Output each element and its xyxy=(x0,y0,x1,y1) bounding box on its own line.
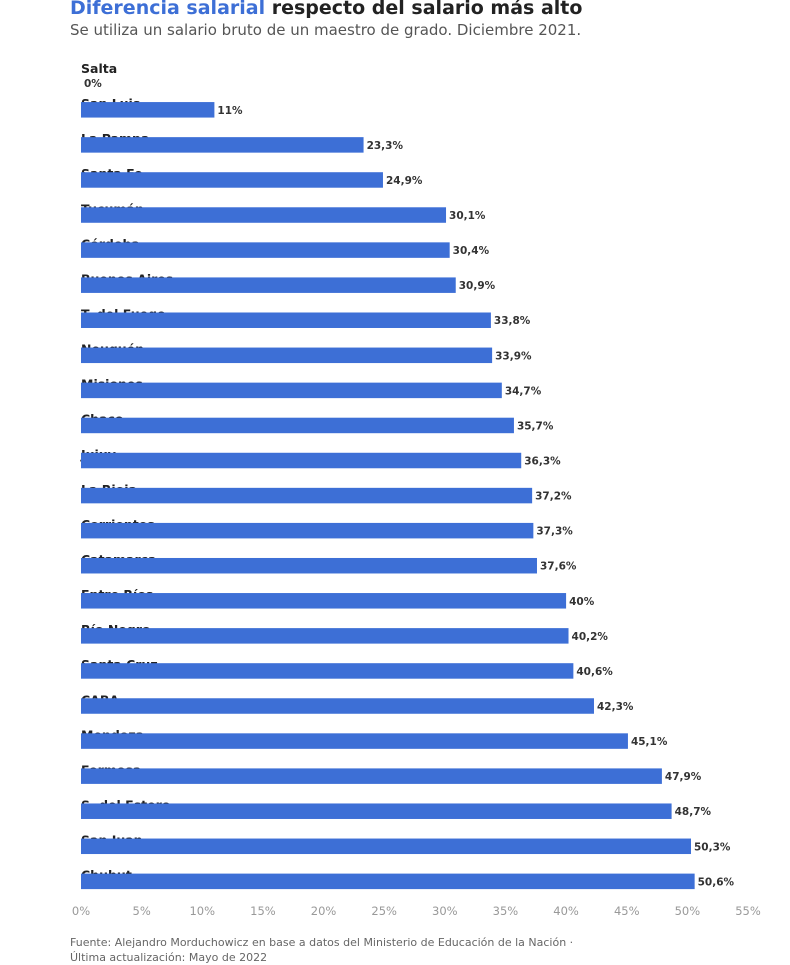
bar xyxy=(81,593,567,609)
data-label: 50,6% xyxy=(698,876,735,888)
data-label: 40% xyxy=(569,596,595,608)
chart-title-accent: Diferencia salarial xyxy=(70,0,266,19)
bar xyxy=(81,698,594,714)
data-label: 30,4% xyxy=(453,245,490,257)
data-label: 35,7% xyxy=(517,420,554,432)
chart-subtitle: Se utiliza un salario bruto de un maestr… xyxy=(70,21,582,39)
x-tick-label: 55% xyxy=(735,904,761,918)
data-label: 34,7% xyxy=(505,385,542,397)
x-tick-label: 30% xyxy=(432,904,458,918)
bar xyxy=(81,207,447,223)
data-label: 47,9% xyxy=(665,771,702,783)
data-label: 24,9% xyxy=(386,175,423,187)
bar xyxy=(81,312,491,328)
x-tick-label: 10% xyxy=(189,904,215,918)
bar xyxy=(81,102,215,118)
bar xyxy=(81,803,672,819)
bar xyxy=(81,242,450,258)
bar xyxy=(81,628,569,644)
data-label: 30,1% xyxy=(449,210,486,222)
x-tick-label: 0% xyxy=(72,904,90,918)
x-tick-label: 40% xyxy=(553,904,579,918)
source-line: Fuente: Alejandro Morduchowicz en base a… xyxy=(70,936,574,949)
data-label: 11% xyxy=(217,105,243,117)
bar xyxy=(81,382,502,399)
data-label: 36,3% xyxy=(524,456,561,468)
data-label: 33,9% xyxy=(495,350,532,362)
x-tick-label: 50% xyxy=(675,904,701,918)
data-label: 37,3% xyxy=(536,526,573,538)
bar xyxy=(81,663,574,679)
x-tick-label: 25% xyxy=(371,904,397,918)
x-tick-label: 15% xyxy=(250,904,276,918)
data-label: 37,6% xyxy=(540,561,577,573)
chart-title: Diferencia salarial respecto del salario… xyxy=(70,0,770,18)
x-tick-label: 35% xyxy=(493,904,519,918)
bar xyxy=(81,768,662,784)
bar xyxy=(81,347,493,364)
bar xyxy=(81,838,692,855)
data-label: 42,3% xyxy=(597,701,634,713)
bar xyxy=(81,557,537,574)
bar xyxy=(81,487,533,504)
data-label: 0% xyxy=(84,78,102,90)
x-tick-label: 20% xyxy=(311,904,337,918)
data-label: 23,3% xyxy=(367,140,404,152)
bar xyxy=(81,137,364,153)
category-label: Salta xyxy=(81,61,117,76)
data-label: 45,1% xyxy=(631,736,668,748)
data-label: 33,8% xyxy=(494,315,531,327)
bar xyxy=(81,172,383,188)
data-label: 50,3% xyxy=(694,841,731,853)
data-label: 40,2% xyxy=(572,631,609,643)
bar xyxy=(81,733,628,749)
source-note: Fuente: Alejandro Morduchowicz en base a… xyxy=(70,935,770,965)
x-tick-label: 45% xyxy=(614,904,640,918)
bar xyxy=(81,522,534,539)
bar xyxy=(81,277,456,293)
x-tick-label: 5% xyxy=(133,904,151,918)
chart-title-rest: respecto del salario más alto xyxy=(265,0,583,19)
bar xyxy=(81,873,695,890)
data-label: 48,7% xyxy=(675,806,712,818)
bar xyxy=(81,452,522,469)
chart-header: Diferencia salarial respecto del salario… xyxy=(70,0,770,40)
data-label: 40,6% xyxy=(576,666,613,678)
bar xyxy=(81,417,514,434)
data-label: 37,2% xyxy=(535,491,572,503)
last-updated-line: Última actualización: Mayo de 2022 xyxy=(70,951,268,964)
data-label: 30,9% xyxy=(459,280,496,292)
